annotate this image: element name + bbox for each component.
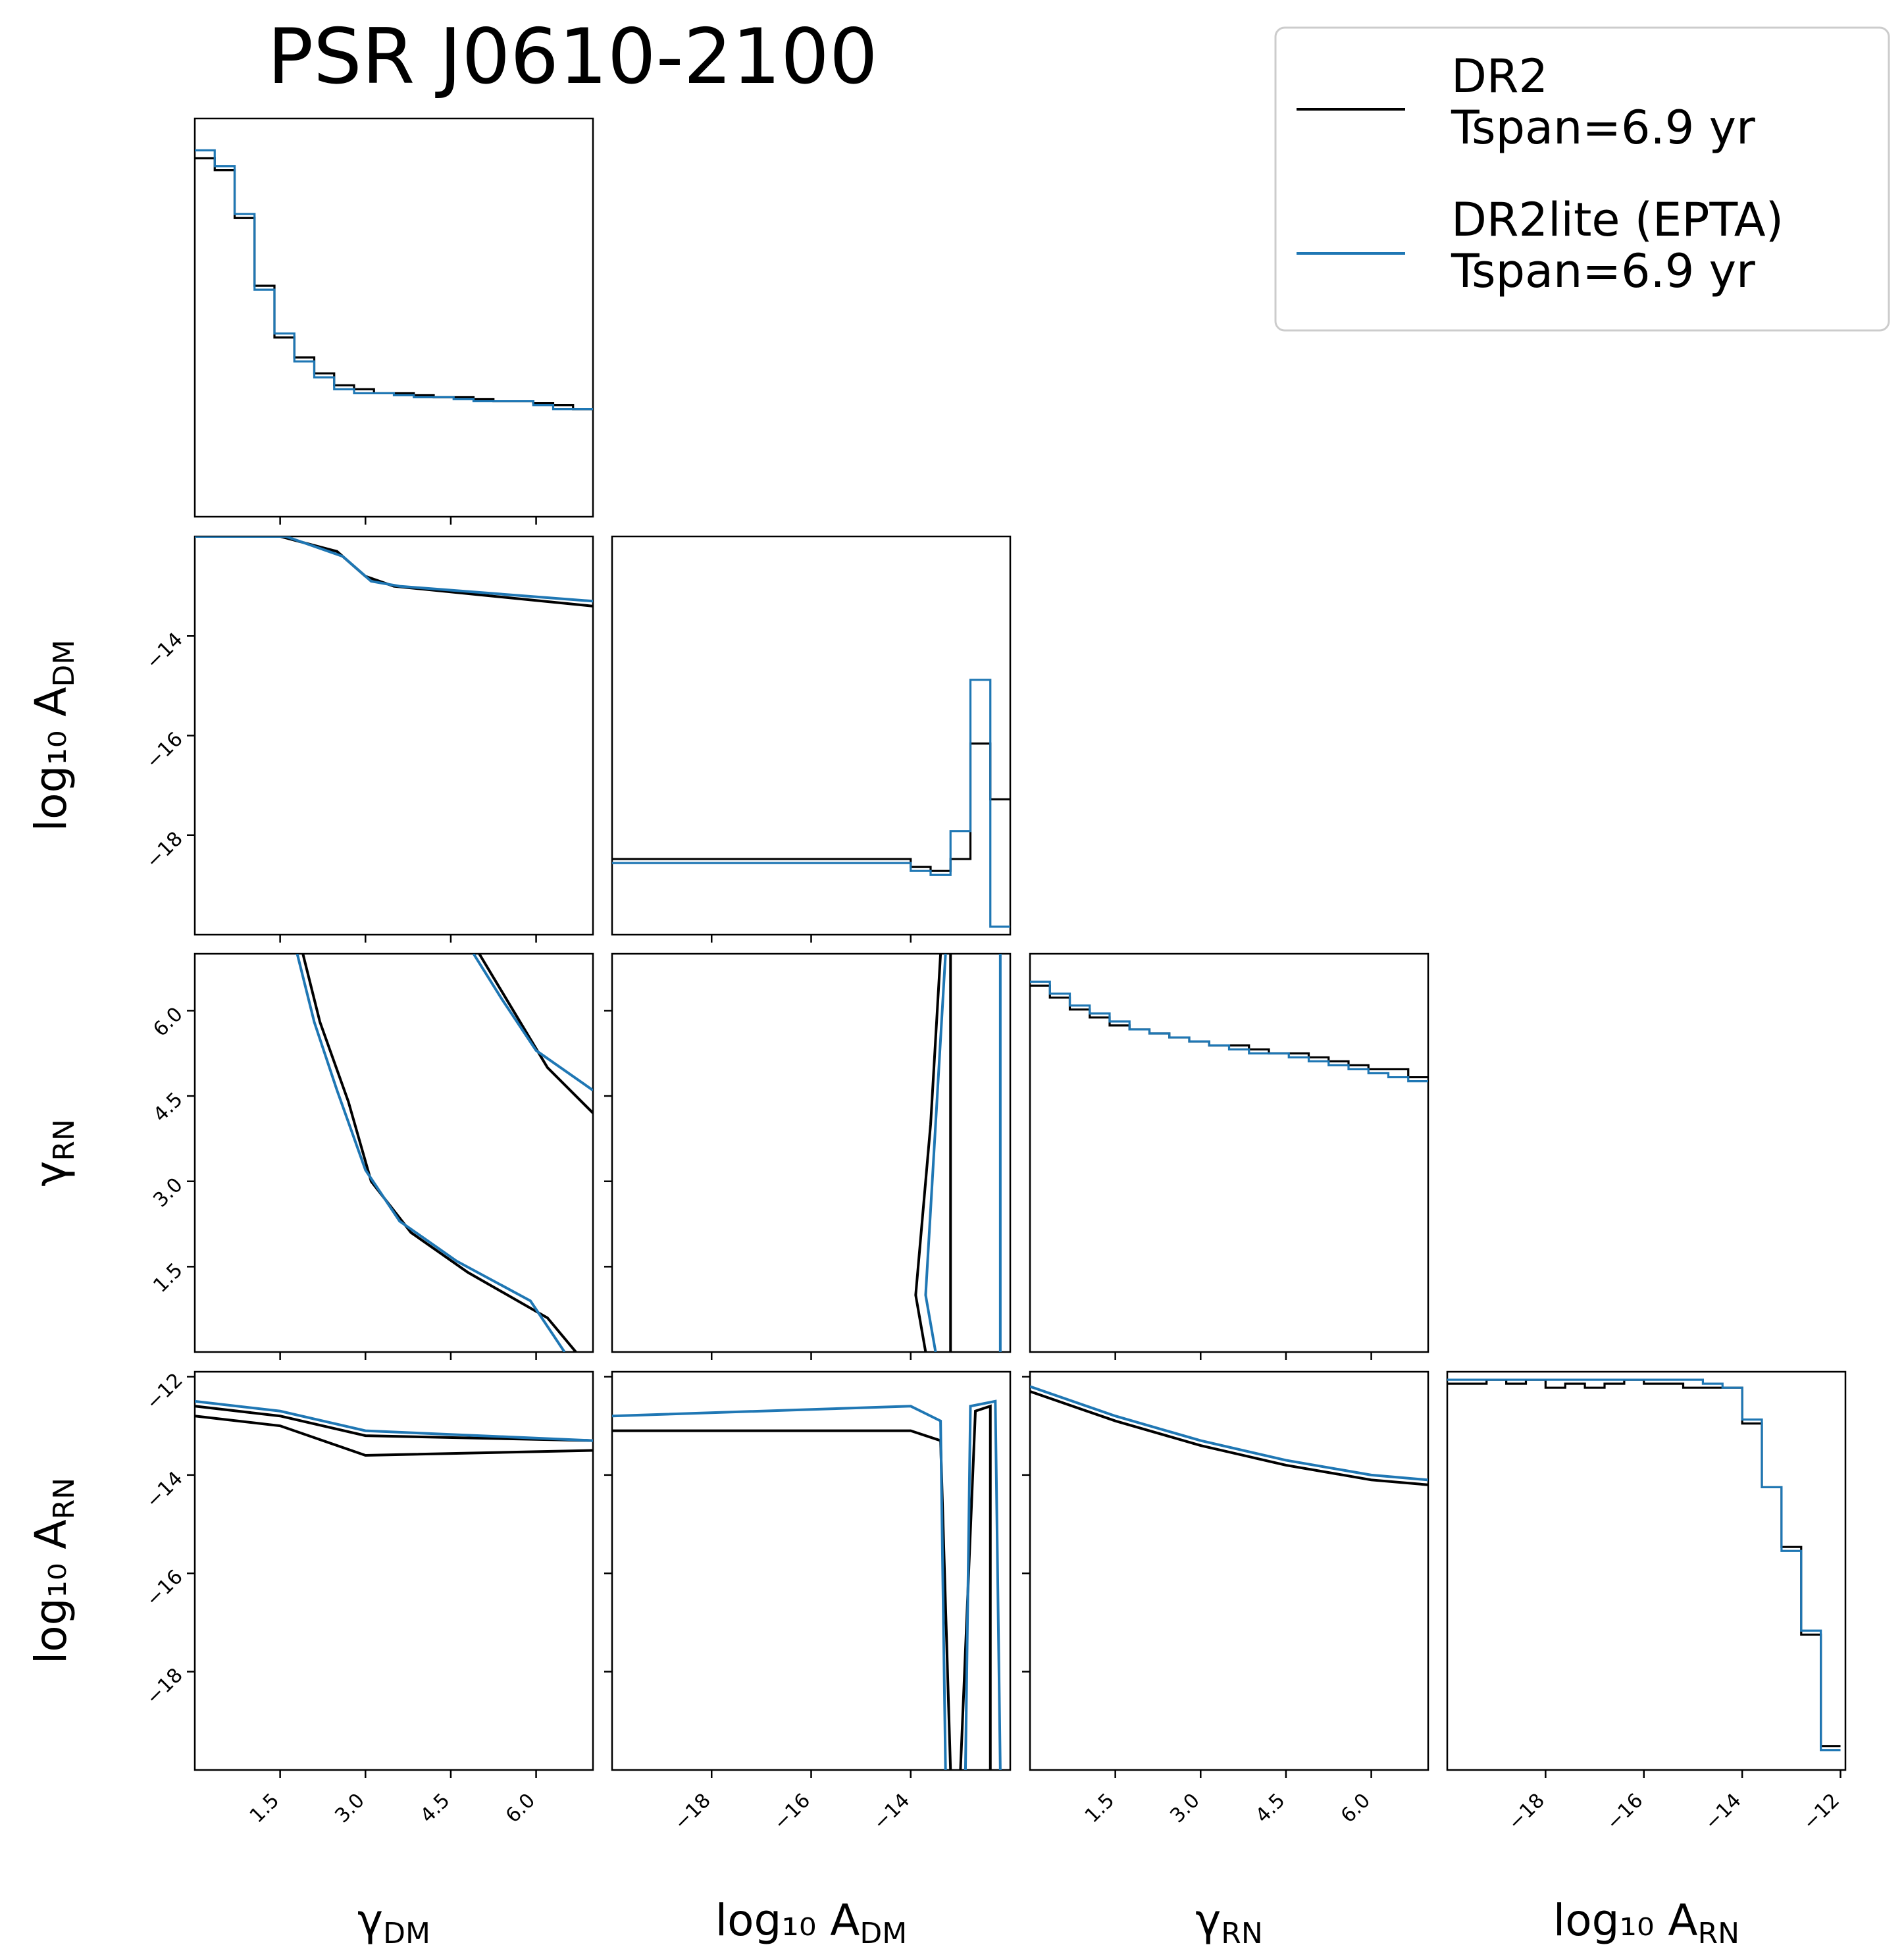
panel-gamma_dm-gamma_dm (193, 117, 594, 525)
legend-label-line: DR2 (1451, 49, 1548, 103)
contour-dr2lite-0 (296, 954, 566, 1352)
panel-content (296, 954, 593, 1352)
contour-dr2-0 (612, 1429, 952, 1770)
x-axis-label-log10_A_rn: log₁₀ ARN (1553, 1895, 1739, 1950)
axis-label-sub: DM (383, 1917, 430, 1950)
contour-dr2-0 (914, 954, 942, 1352)
panel-log10_A_dm-log10_A_rn: −18 −16 −14 (604, 1370, 1012, 1834)
contour-dr2lite-0 (924, 954, 947, 1352)
axis-label-sub: RN (47, 1478, 81, 1520)
legend-label-line: Tspan=6.9 yr (1451, 244, 1755, 298)
panel-content (612, 679, 1010, 928)
panel-content (195, 1399, 593, 1457)
contour-dr2-0 (1030, 1390, 1428, 1486)
panel-gamma_rn-gamma_rn (1029, 952, 1429, 1360)
legend-label-dr2: DR2 Tspan=6.9 yr (1451, 49, 1755, 155)
panel-frame (1446, 1370, 1847, 1771)
panel-frame (1029, 952, 1429, 1353)
contour-dr2-1 (195, 1415, 593, 1457)
panel-log10_A_dm-gamma_rn (604, 952, 1012, 1360)
panel-frame (193, 535, 594, 936)
legend-label-line: Tspan=6.9 yr (1451, 101, 1755, 155)
panels-group: −18−16−141.53.04.56.01.5 3.0 4.5 6.0−18−16−… (26, 117, 1847, 1950)
axis-label-sub: DM (47, 640, 81, 687)
panel-frame (1029, 1370, 1429, 1771)
panel-content (914, 954, 1002, 1352)
panel-gamma_dm-log10_A_rn: 1.5 3.0 4.5 6.0−18−16−14−12 (142, 1368, 594, 1827)
panel-gamma_rn-log10_A_rn: 1.5 3.0 4.5 6.0 (1022, 1370, 1429, 1827)
axis-label-sub: RN (1698, 1917, 1740, 1950)
panel-frame (611, 952, 1012, 1353)
contour-dr2lite-0 (612, 1405, 947, 1770)
axis-label-sub: DM (860, 1917, 907, 1950)
contour-dr2lite-0 (1030, 1385, 1428, 1482)
histogram-dr2lite (612, 679, 1010, 928)
panel-content (195, 149, 593, 411)
panel-content (1030, 1385, 1428, 1486)
contour-dr2-0 (195, 1405, 593, 1442)
panel-frame (193, 117, 594, 518)
panel-frame (611, 535, 1012, 936)
histogram-dr2lite (1447, 1378, 1841, 1752)
panel-frame (193, 952, 594, 1353)
contour-dr2lite-0 (195, 536, 593, 603)
contour-dr2lite-1 (472, 954, 593, 1092)
legend: DR2 Tspan=6.9 yr DR2lite (EPTA) Tspan=6.9 … (1274, 26, 1890, 332)
histogram-dr2 (612, 742, 1010, 872)
contour-dr2-1 (478, 954, 593, 1114)
panel-gamma_dm-gamma_rn: 1.53.04.56.0 (149, 952, 594, 1360)
panel-content (1030, 980, 1428, 1083)
contour-dr2lite-1 (964, 1399, 1002, 1770)
legend-box (1274, 26, 1890, 332)
contour-dr2lite-0 (195, 1399, 593, 1442)
legend-label-dr2lite: DR2lite (EPTA) Tspan=6.9 yr (1451, 193, 1784, 298)
panel-gamma_dm-log10_A_dm: −18−16−14 (142, 535, 594, 943)
panel-content (612, 1399, 1002, 1770)
axis-label-sub: RN (47, 1119, 81, 1161)
axis-label-sub: RN (1221, 1917, 1263, 1950)
panel-log10_A_rn-log10_A_rn: −18 −16 −14 −12 (1446, 1370, 1847, 1834)
panel-content (195, 536, 593, 608)
histogram-dr2lite (1030, 980, 1428, 1083)
panel-log10_A_dm-log10_A_dm (611, 535, 1012, 943)
panel-content (1447, 1378, 1841, 1752)
chart-title: PSR J0610-2100 (267, 13, 878, 101)
legend-label-line: DR2lite (EPTA) (1451, 193, 1784, 247)
histogram-dr2lite (195, 149, 593, 411)
